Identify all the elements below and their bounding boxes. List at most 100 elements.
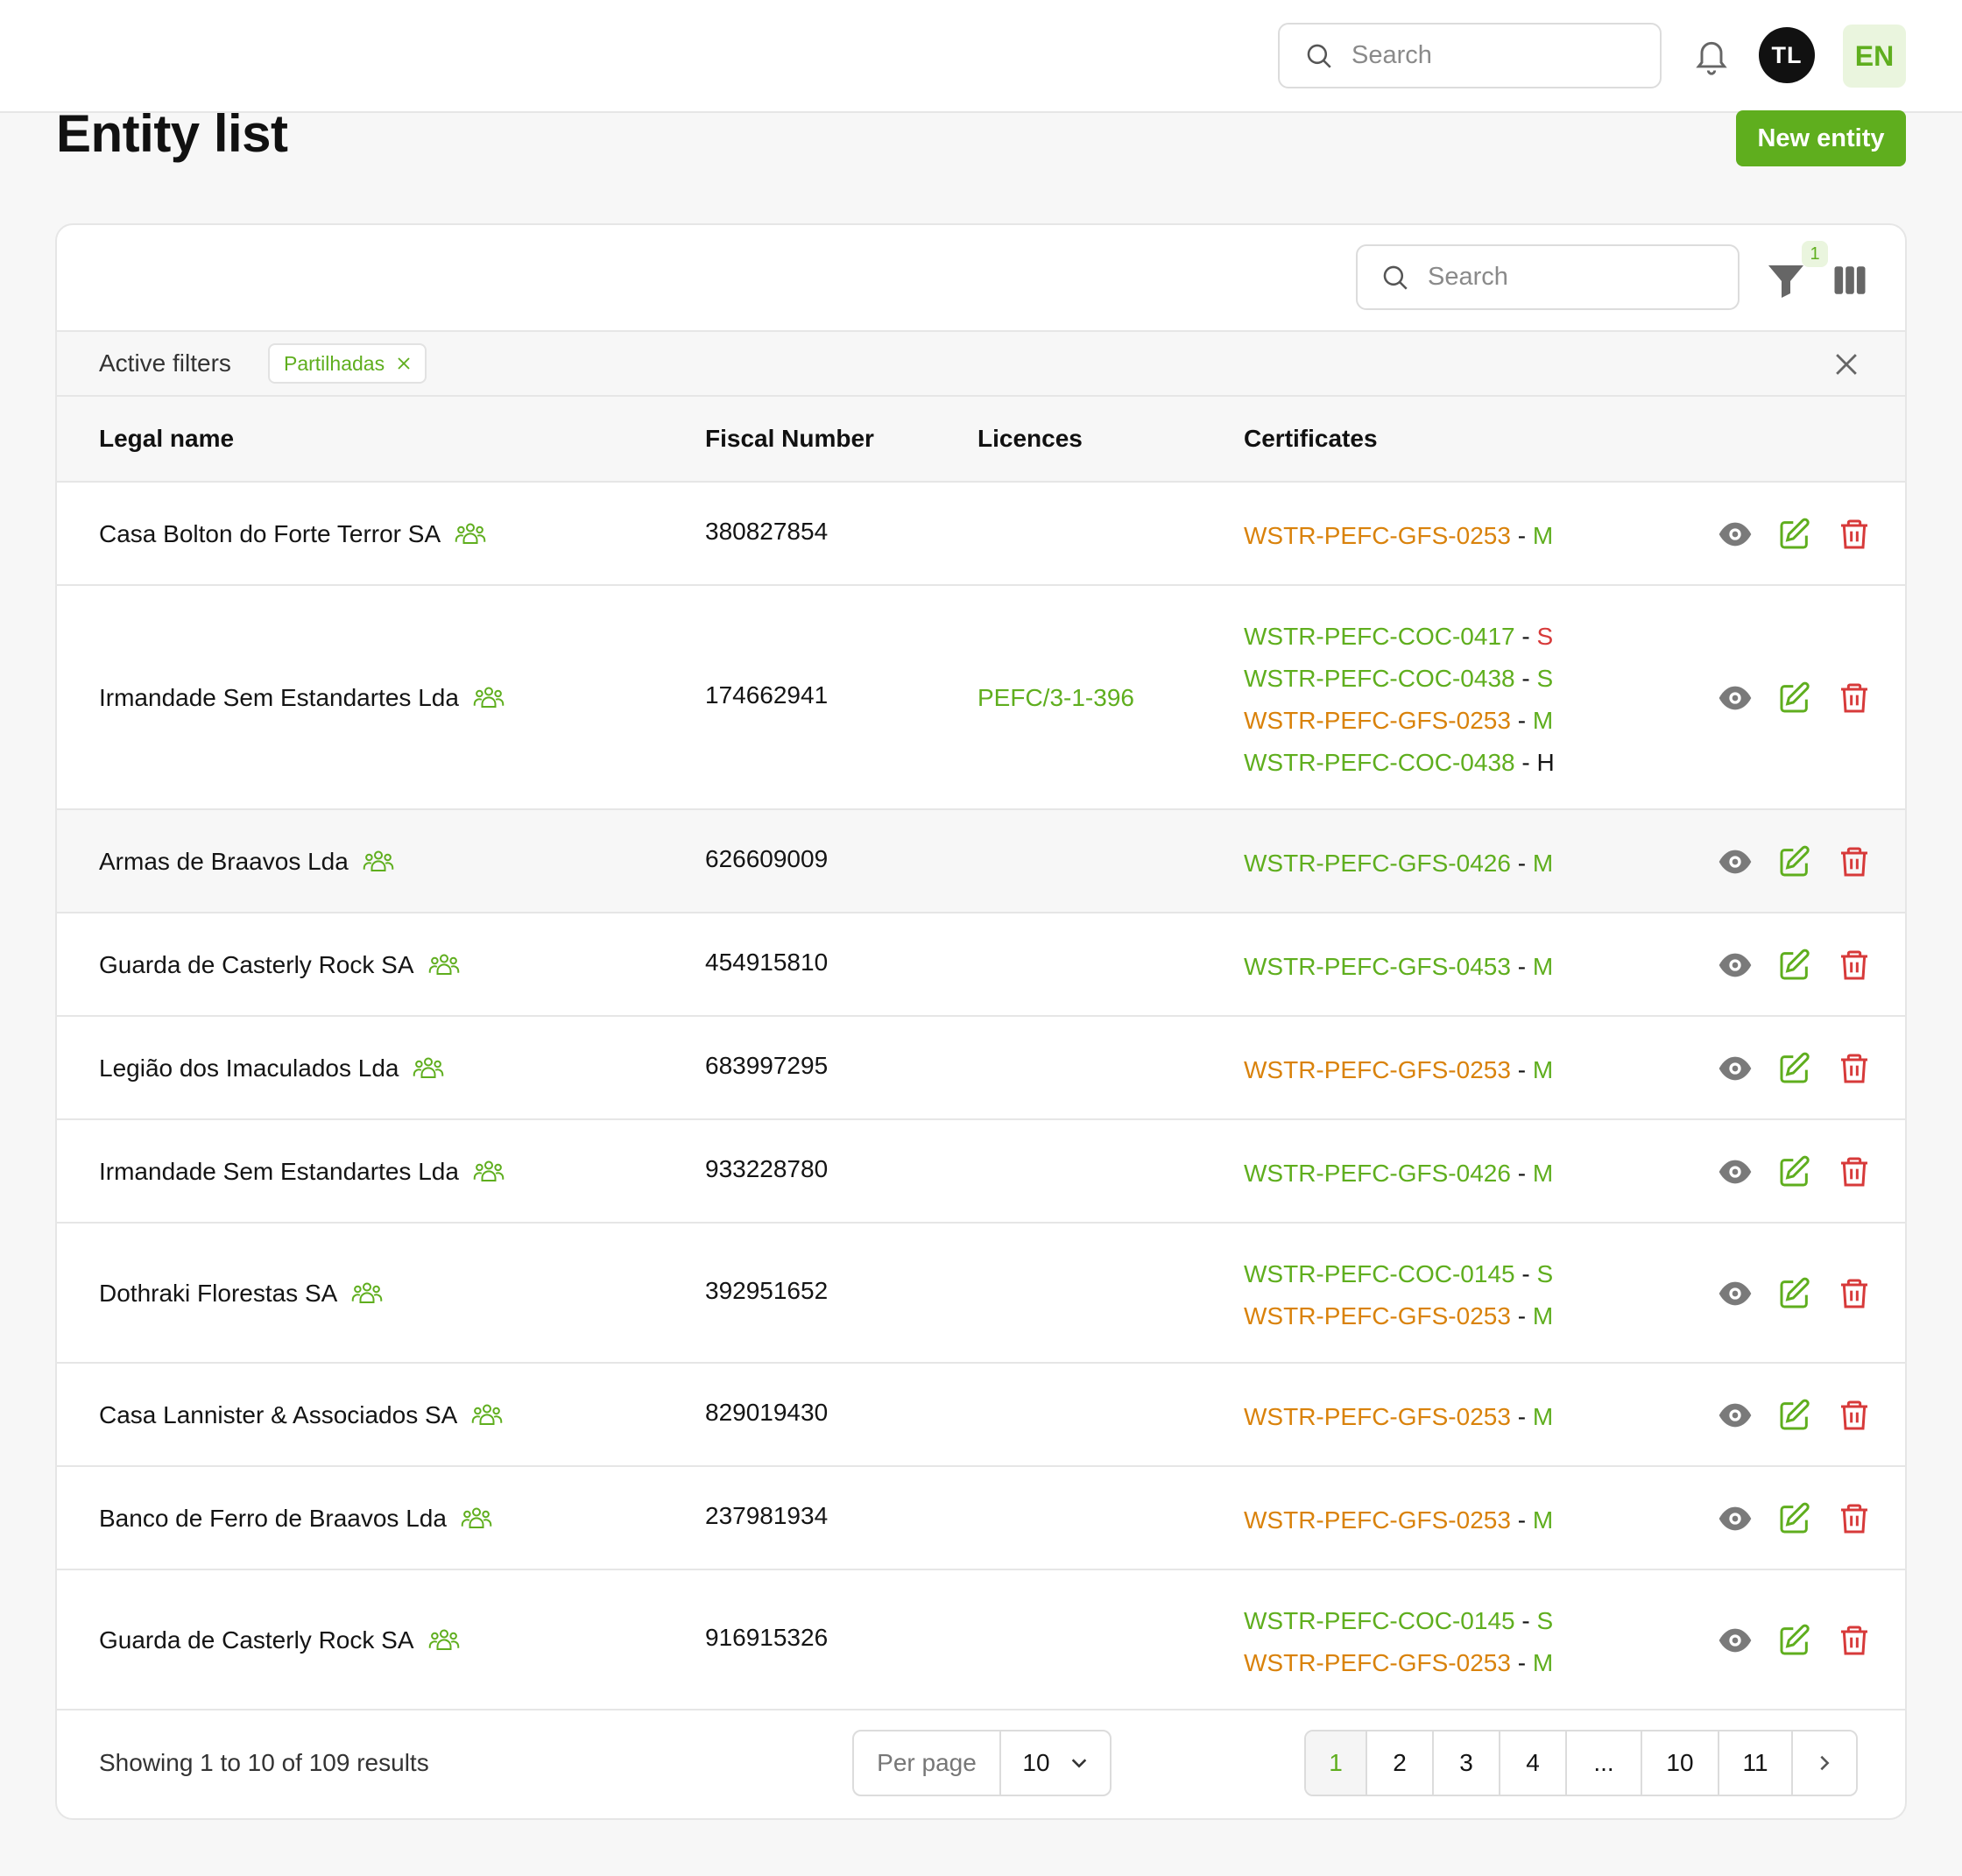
delete-trash-icon[interactable] bbox=[1837, 948, 1872, 983]
per-page-value-wrap[interactable]: 10 bbox=[1001, 1749, 1110, 1777]
page-button[interactable]: 2 bbox=[1367, 1731, 1434, 1795]
edit-icon[interactable] bbox=[1777, 1398, 1812, 1433]
certificate-item[interactable]: WSTR-PEFC-GFS-0253 - M bbox=[1244, 1300, 1553, 1333]
table-search-input[interactable]: Search bbox=[1356, 244, 1740, 310]
certificate-item[interactable]: WSTR-PEFC-GFS-0253 - M bbox=[1244, 519, 1553, 553]
certificate-code[interactable]: WSTR-PEFC-GFS-0453 bbox=[1244, 953, 1511, 980]
certificate-item[interactable]: WSTR-PEFC-GFS-0253 - M bbox=[1244, 704, 1555, 737]
delete-trash-icon[interactable] bbox=[1837, 517, 1872, 552]
bell-icon[interactable] bbox=[1692, 35, 1731, 77]
user-avatar[interactable]: TL bbox=[1759, 27, 1815, 83]
table-row[interactable]: Irmandade Sem Estandartes Lda 933228780 WS… bbox=[57, 1120, 1905, 1224]
delete-trash-icon[interactable] bbox=[1837, 1154, 1872, 1189]
view-eye-icon[interactable] bbox=[1718, 1276, 1753, 1311]
row-actions bbox=[1718, 681, 1872, 716]
delete-trash-icon[interactable] bbox=[1837, 844, 1872, 879]
edit-icon[interactable] bbox=[1777, 681, 1812, 716]
row-actions bbox=[1718, 844, 1872, 879]
edit-icon[interactable] bbox=[1777, 1154, 1812, 1189]
certificate-separator: - bbox=[1510, 522, 1533, 549]
clear-filters-icon[interactable] bbox=[1835, 353, 1858, 376]
per-page-select[interactable]: Per page 10 bbox=[852, 1730, 1112, 1796]
edit-icon[interactable] bbox=[1777, 1623, 1812, 1658]
column-certificates[interactable]: Certificates bbox=[1244, 425, 1378, 452]
view-eye-icon[interactable] bbox=[1718, 948, 1753, 983]
delete-trash-icon[interactable] bbox=[1837, 1051, 1872, 1086]
view-eye-icon[interactable] bbox=[1718, 844, 1753, 879]
delete-trash-icon[interactable] bbox=[1837, 1398, 1872, 1433]
delete-trash-icon[interactable] bbox=[1837, 681, 1872, 716]
certificate-item[interactable]: WSTR-PEFC-COC-0417 - S bbox=[1244, 620, 1555, 653]
view-eye-icon[interactable] bbox=[1718, 681, 1753, 716]
table-row[interactable]: Guarda de Casterly Rock SA 454915810 WSTR-… bbox=[57, 913, 1905, 1017]
page-button[interactable]: 11 bbox=[1719, 1731, 1793, 1795]
certificate-item[interactable]: WSTR-PEFC-GFS-0426 - M bbox=[1244, 1157, 1553, 1190]
certificate-code[interactable]: WSTR-PEFC-GFS-0253 bbox=[1244, 707, 1511, 734]
certificate-item[interactable]: WSTR-PEFC-GFS-0453 - M bbox=[1244, 950, 1553, 984]
legal-name-cell: Irmandade Sem Estandartes Lda bbox=[99, 1158, 505, 1186]
column-legal-name[interactable]: Legal name bbox=[99, 425, 235, 452]
table-row[interactable]: Banco de Ferro de Braavos Lda 237981934 WS… bbox=[57, 1467, 1905, 1570]
view-eye-icon[interactable] bbox=[1718, 1398, 1753, 1433]
table-row[interactable]: Armas de Braavos Lda 626609009 WSTR-PEFC-G… bbox=[57, 810, 1905, 913]
certificate-code[interactable]: WSTR-PEFC-GFS-0253 bbox=[1244, 522, 1511, 549]
filter-chip[interactable]: Partilhadas bbox=[268, 343, 427, 384]
global-search-input[interactable]: Search bbox=[1278, 23, 1662, 88]
filter-icon[interactable] bbox=[1765, 260, 1807, 302]
certificate-code[interactable]: WSTR-PEFC-GFS-0253 bbox=[1244, 1056, 1511, 1083]
next-page-button[interactable] bbox=[1793, 1731, 1856, 1795]
table-row[interactable]: Irmandade Sem Estandartes Lda 174662941 PE… bbox=[57, 586, 1905, 810]
columns-icon[interactable] bbox=[1831, 262, 1868, 299]
page-button[interactable]: 3 bbox=[1434, 1731, 1500, 1795]
language-switcher[interactable]: EN bbox=[1843, 25, 1906, 88]
view-eye-icon[interactable] bbox=[1718, 1051, 1753, 1086]
table-row[interactable]: Casa Bolton do Forte Terror SA 380827854 W… bbox=[57, 483, 1905, 586]
edit-icon[interactable] bbox=[1777, 844, 1812, 879]
certificate-code[interactable]: WSTR-PEFC-COC-0145 bbox=[1244, 1260, 1515, 1287]
certificate-code[interactable]: WSTR-PEFC-COC-0438 bbox=[1244, 749, 1515, 776]
view-eye-icon[interactable] bbox=[1718, 1501, 1753, 1536]
licence-link[interactable]: PEFC/3-1-396 bbox=[977, 684, 1134, 711]
table-row[interactable]: Dothraki Florestas SA 392951652 WSTR-PEFC-… bbox=[57, 1224, 1905, 1364]
column-licences[interactable]: Licences bbox=[977, 425, 1083, 452]
certificate-item[interactable]: WSTR-PEFC-COC-0438 - S bbox=[1244, 662, 1555, 695]
certificate-code[interactable]: WSTR-PEFC-GFS-0426 bbox=[1244, 1160, 1511, 1187]
certificate-code[interactable]: WSTR-PEFC-GFS-0426 bbox=[1244, 850, 1511, 877]
certificate-code[interactable]: WSTR-PEFC-GFS-0253 bbox=[1244, 1649, 1511, 1676]
edit-icon[interactable] bbox=[1777, 948, 1812, 983]
certificate-code[interactable]: WSTR-PEFC-GFS-0253 bbox=[1244, 1403, 1511, 1430]
view-eye-icon[interactable] bbox=[1718, 1154, 1753, 1189]
certificate-code[interactable]: WSTR-PEFC-GFS-0253 bbox=[1244, 1506, 1511, 1534]
edit-icon[interactable] bbox=[1777, 1051, 1812, 1086]
certificate-code[interactable]: WSTR-PEFC-GFS-0253 bbox=[1244, 1302, 1511, 1329]
certificate-item[interactable]: WSTR-PEFC-COC-0438 - H bbox=[1244, 746, 1555, 779]
table-row[interactable]: Casa Lannister & Associados SA 829019430 W… bbox=[57, 1364, 1905, 1467]
certificate-item[interactable]: WSTR-PEFC-GFS-0426 - M bbox=[1244, 847, 1553, 880]
view-eye-icon[interactable] bbox=[1718, 517, 1753, 552]
certificate-item[interactable]: WSTR-PEFC-GFS-0253 - M bbox=[1244, 1400, 1553, 1434]
page-button[interactable]: 10 bbox=[1642, 1731, 1719, 1795]
view-eye-icon[interactable] bbox=[1718, 1623, 1753, 1658]
edit-icon[interactable] bbox=[1777, 1501, 1812, 1536]
delete-trash-icon[interactable] bbox=[1837, 1623, 1872, 1658]
edit-icon[interactable] bbox=[1777, 517, 1812, 552]
delete-trash-icon[interactable] bbox=[1837, 1501, 1872, 1536]
page-button[interactable]: 4 bbox=[1500, 1731, 1567, 1795]
table-row[interactable]: Legião dos Imaculados Lda 683997295 WSTR-P… bbox=[57, 1017, 1905, 1120]
certificate-item[interactable]: WSTR-PEFC-GFS-0253 - M bbox=[1244, 1504, 1553, 1537]
certificate-item[interactable]: WSTR-PEFC-GFS-0253 - M bbox=[1244, 1647, 1553, 1680]
certificate-code[interactable]: WSTR-PEFC-COC-0145 bbox=[1244, 1607, 1515, 1634]
certificates-cell: WSTR-PEFC-GFS-0426 - M bbox=[1244, 1157, 1553, 1190]
close-icon[interactable] bbox=[397, 356, 411, 370]
certificate-item[interactable]: WSTR-PEFC-GFS-0253 - M bbox=[1244, 1054, 1553, 1087]
certificate-item[interactable]: WSTR-PEFC-COC-0145 - S bbox=[1244, 1258, 1553, 1291]
column-fiscal-number[interactable]: Fiscal Number bbox=[705, 425, 874, 452]
certificate-code[interactable]: WSTR-PEFC-COC-0417 bbox=[1244, 623, 1515, 650]
page-button[interactable]: 1 bbox=[1306, 1731, 1367, 1795]
edit-icon[interactable] bbox=[1777, 1276, 1812, 1311]
new-entity-button[interactable]: New entity bbox=[1736, 110, 1906, 166]
certificate-code[interactable]: WSTR-PEFC-COC-0438 bbox=[1244, 665, 1515, 692]
certificate-item[interactable]: WSTR-PEFC-COC-0145 - S bbox=[1244, 1604, 1553, 1638]
delete-trash-icon[interactable] bbox=[1837, 1276, 1872, 1311]
table-row[interactable]: Guarda de Casterly Rock SA 916915326 WSTR-… bbox=[57, 1570, 1905, 1710]
